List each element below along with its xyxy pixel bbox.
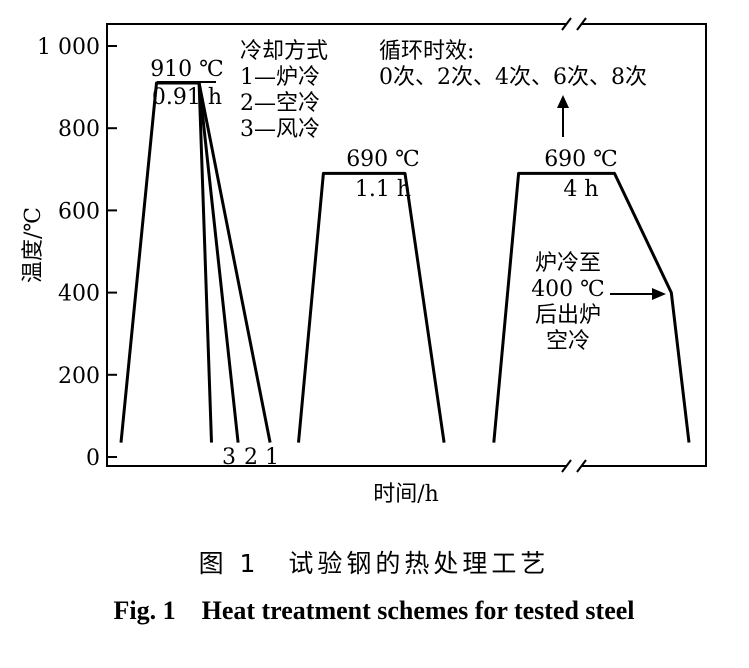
- cooling-legend-item-3: 3—风冷: [240, 117, 320, 142]
- annotations: 910 ℃ 0.91 h 冷却方式 1—炉冷 2—空冷 3—风冷 3 2 1 6…: [150, 39, 666, 470]
- curve-label-1: 1: [265, 445, 279, 470]
- series-group: [119, 81, 691, 443]
- y-axis-ticks: 0 200 400 600 800 1 000: [37, 35, 117, 471]
- furnace-note-arrow: [610, 288, 666, 300]
- curve-label-3: 3: [222, 445, 236, 470]
- aging-title: 循环时效:: [379, 39, 474, 64]
- cooling-legend-item-1: 1—炉冷: [240, 65, 320, 90]
- temper2-temp-label: 690 ℃: [544, 147, 618, 172]
- cooling-legend-title: 冷却方式: [240, 39, 328, 64]
- y-axis-title: 温度/℃: [21, 207, 46, 283]
- furnace-note-line-4: 空冷: [546, 329, 590, 354]
- series-line-4: [297, 171, 446, 443]
- axis-break-bottom: [561, 459, 587, 473]
- axis-break-top: [561, 17, 587, 31]
- furnace-note-line-2: 400 ℃: [531, 277, 605, 302]
- plot-frame: [106, 23, 707, 467]
- y-tick-label-600: 600: [58, 199, 100, 224]
- caption-chinese: 图 1 试验钢的热处理工艺: [199, 549, 550, 578]
- temper1-time-label: 1.1 h: [355, 177, 411, 202]
- y-tick-label-800: 800: [58, 117, 100, 142]
- temper1-temp-label: 690 ℃: [346, 147, 420, 172]
- austenitize-time-label: 0.91 h: [152, 85, 222, 110]
- aging-counts: 0次、2次、4次、6次、8次: [379, 65, 647, 90]
- y-tick-label-1000: 1 000: [37, 35, 100, 60]
- aging-arrow: [557, 95, 569, 137]
- y-tick-label-400: 400: [58, 282, 100, 307]
- series-line-2: [197, 82, 240, 443]
- cooling-legend-item-2: 2—空冷: [240, 91, 320, 116]
- curve-label-2: 2: [244, 445, 258, 470]
- temper2-time-label: 4 h: [563, 177, 598, 202]
- y-tick-label-200: 200: [58, 364, 100, 389]
- caption-english: Fig. 1 Heat treatment schemes for tested…: [113, 596, 634, 625]
- y-tick-label-0: 0: [86, 446, 100, 471]
- x-axis-title: 时间/h: [373, 482, 439, 507]
- series-line-5: [492, 171, 691, 443]
- furnace-note-line-1: 炉冷至: [535, 251, 601, 276]
- series-line-3: [197, 82, 213, 443]
- austenitize-temp-label: 910 ℃: [150, 57, 224, 82]
- furnace-note-line-3: 后出炉: [535, 303, 601, 328]
